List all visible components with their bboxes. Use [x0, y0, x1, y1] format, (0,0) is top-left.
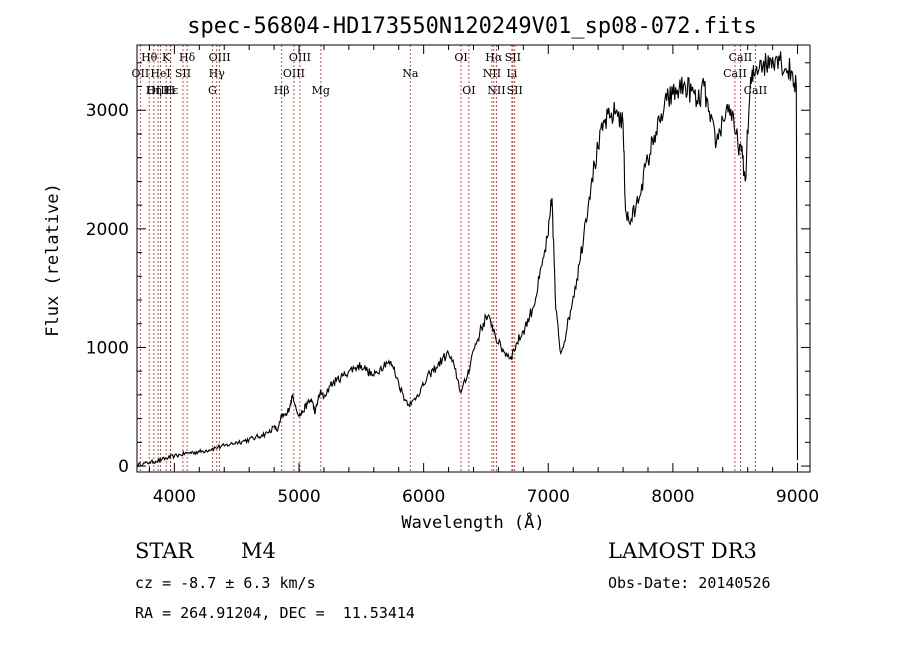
y-tick-label: 3000	[86, 101, 129, 121]
spectral-line-label: Hδ	[179, 51, 196, 64]
redshift-value: cz = -8.7 ± 6.3 km/s	[135, 574, 316, 592]
spectral-line-label: Hγ	[209, 67, 226, 80]
spectral-line-label: NII	[483, 67, 501, 80]
spectral-line-label: Mg	[312, 84, 330, 97]
y-axis-label: Flux (relative)	[43, 183, 63, 337]
spectral-line-label: Na	[402, 67, 419, 80]
y-tick-label: 0	[118, 457, 129, 477]
spectral-line-label: OI	[462, 84, 475, 97]
spectrum-chart: spec-56804-HD173550N120249V01_sp08-072.f…	[43, 14, 819, 533]
sky-coordinates: RA = 264.91204, DEC = 11.53414	[135, 604, 415, 622]
spectral-line-label: Hβ	[274, 84, 290, 97]
spectral-line-label: Li	[506, 67, 517, 80]
spectral-line-label: Hα	[485, 51, 503, 64]
y-tick-label: 2000	[86, 220, 129, 240]
object-subclass: M4	[241, 539, 276, 563]
spectral-line-label: NII	[487, 84, 505, 97]
x-tick-label: 4000	[153, 487, 196, 507]
spectral-line-label: OIII	[209, 51, 231, 64]
observation-date: Obs-Date: 20140526	[608, 574, 771, 592]
x-axis: 4000 5000 6000 7000 8000 9000	[148, 45, 819, 507]
plot-frame	[136, 44, 811, 473]
object-class: STAR	[135, 539, 194, 563]
spectral-line-label: Hθ	[141, 51, 158, 64]
spectral-line-label: OIII	[289, 51, 311, 64]
x-tick-label: 8000	[651, 487, 694, 507]
spectrum-line	[136, 51, 799, 468]
spectral-line-label: CaII	[744, 84, 768, 97]
x-tick-label: 9000	[776, 487, 819, 507]
spectral-line-label: Hε	[163, 84, 179, 97]
spectral-line-label: SII	[175, 67, 191, 80]
spectral-line-label: OI	[454, 51, 467, 64]
spectral-line-label: HeI	[150, 67, 170, 80]
spectral-line-label: SII	[507, 84, 523, 97]
spectral-line-label: CaII	[723, 67, 747, 80]
spectral-line-label: CaII	[729, 51, 753, 64]
spectral-line-label: OII	[132, 67, 150, 80]
spectral-line-label: K	[162, 51, 171, 64]
spectral-line-label: Hη	[146, 84, 162, 97]
spectral-line-label: H	[166, 84, 176, 97]
spectral-line-label: OIII	[283, 67, 305, 80]
y-tick-label: 1000	[86, 338, 129, 358]
x-tick-label: 7000	[527, 487, 570, 507]
chart-title: spec-56804-HD173550N120249V01_sp08-072.f…	[187, 14, 757, 39]
spectral-line-label: G	[208, 84, 217, 97]
y-axis: 0 1000 2000 3000	[86, 62, 810, 477]
survey-name: LAMOST DR3	[608, 539, 757, 563]
spectral-line-label: OIII	[147, 84, 169, 97]
x-tick-label: 6000	[402, 487, 445, 507]
x-tick-label: 5000	[277, 487, 320, 507]
x-axis-label: Wavelength (Å)	[401, 511, 544, 533]
spectral-line-label: SII	[505, 51, 521, 64]
spectral-line-markers	[139, 45, 756, 472]
